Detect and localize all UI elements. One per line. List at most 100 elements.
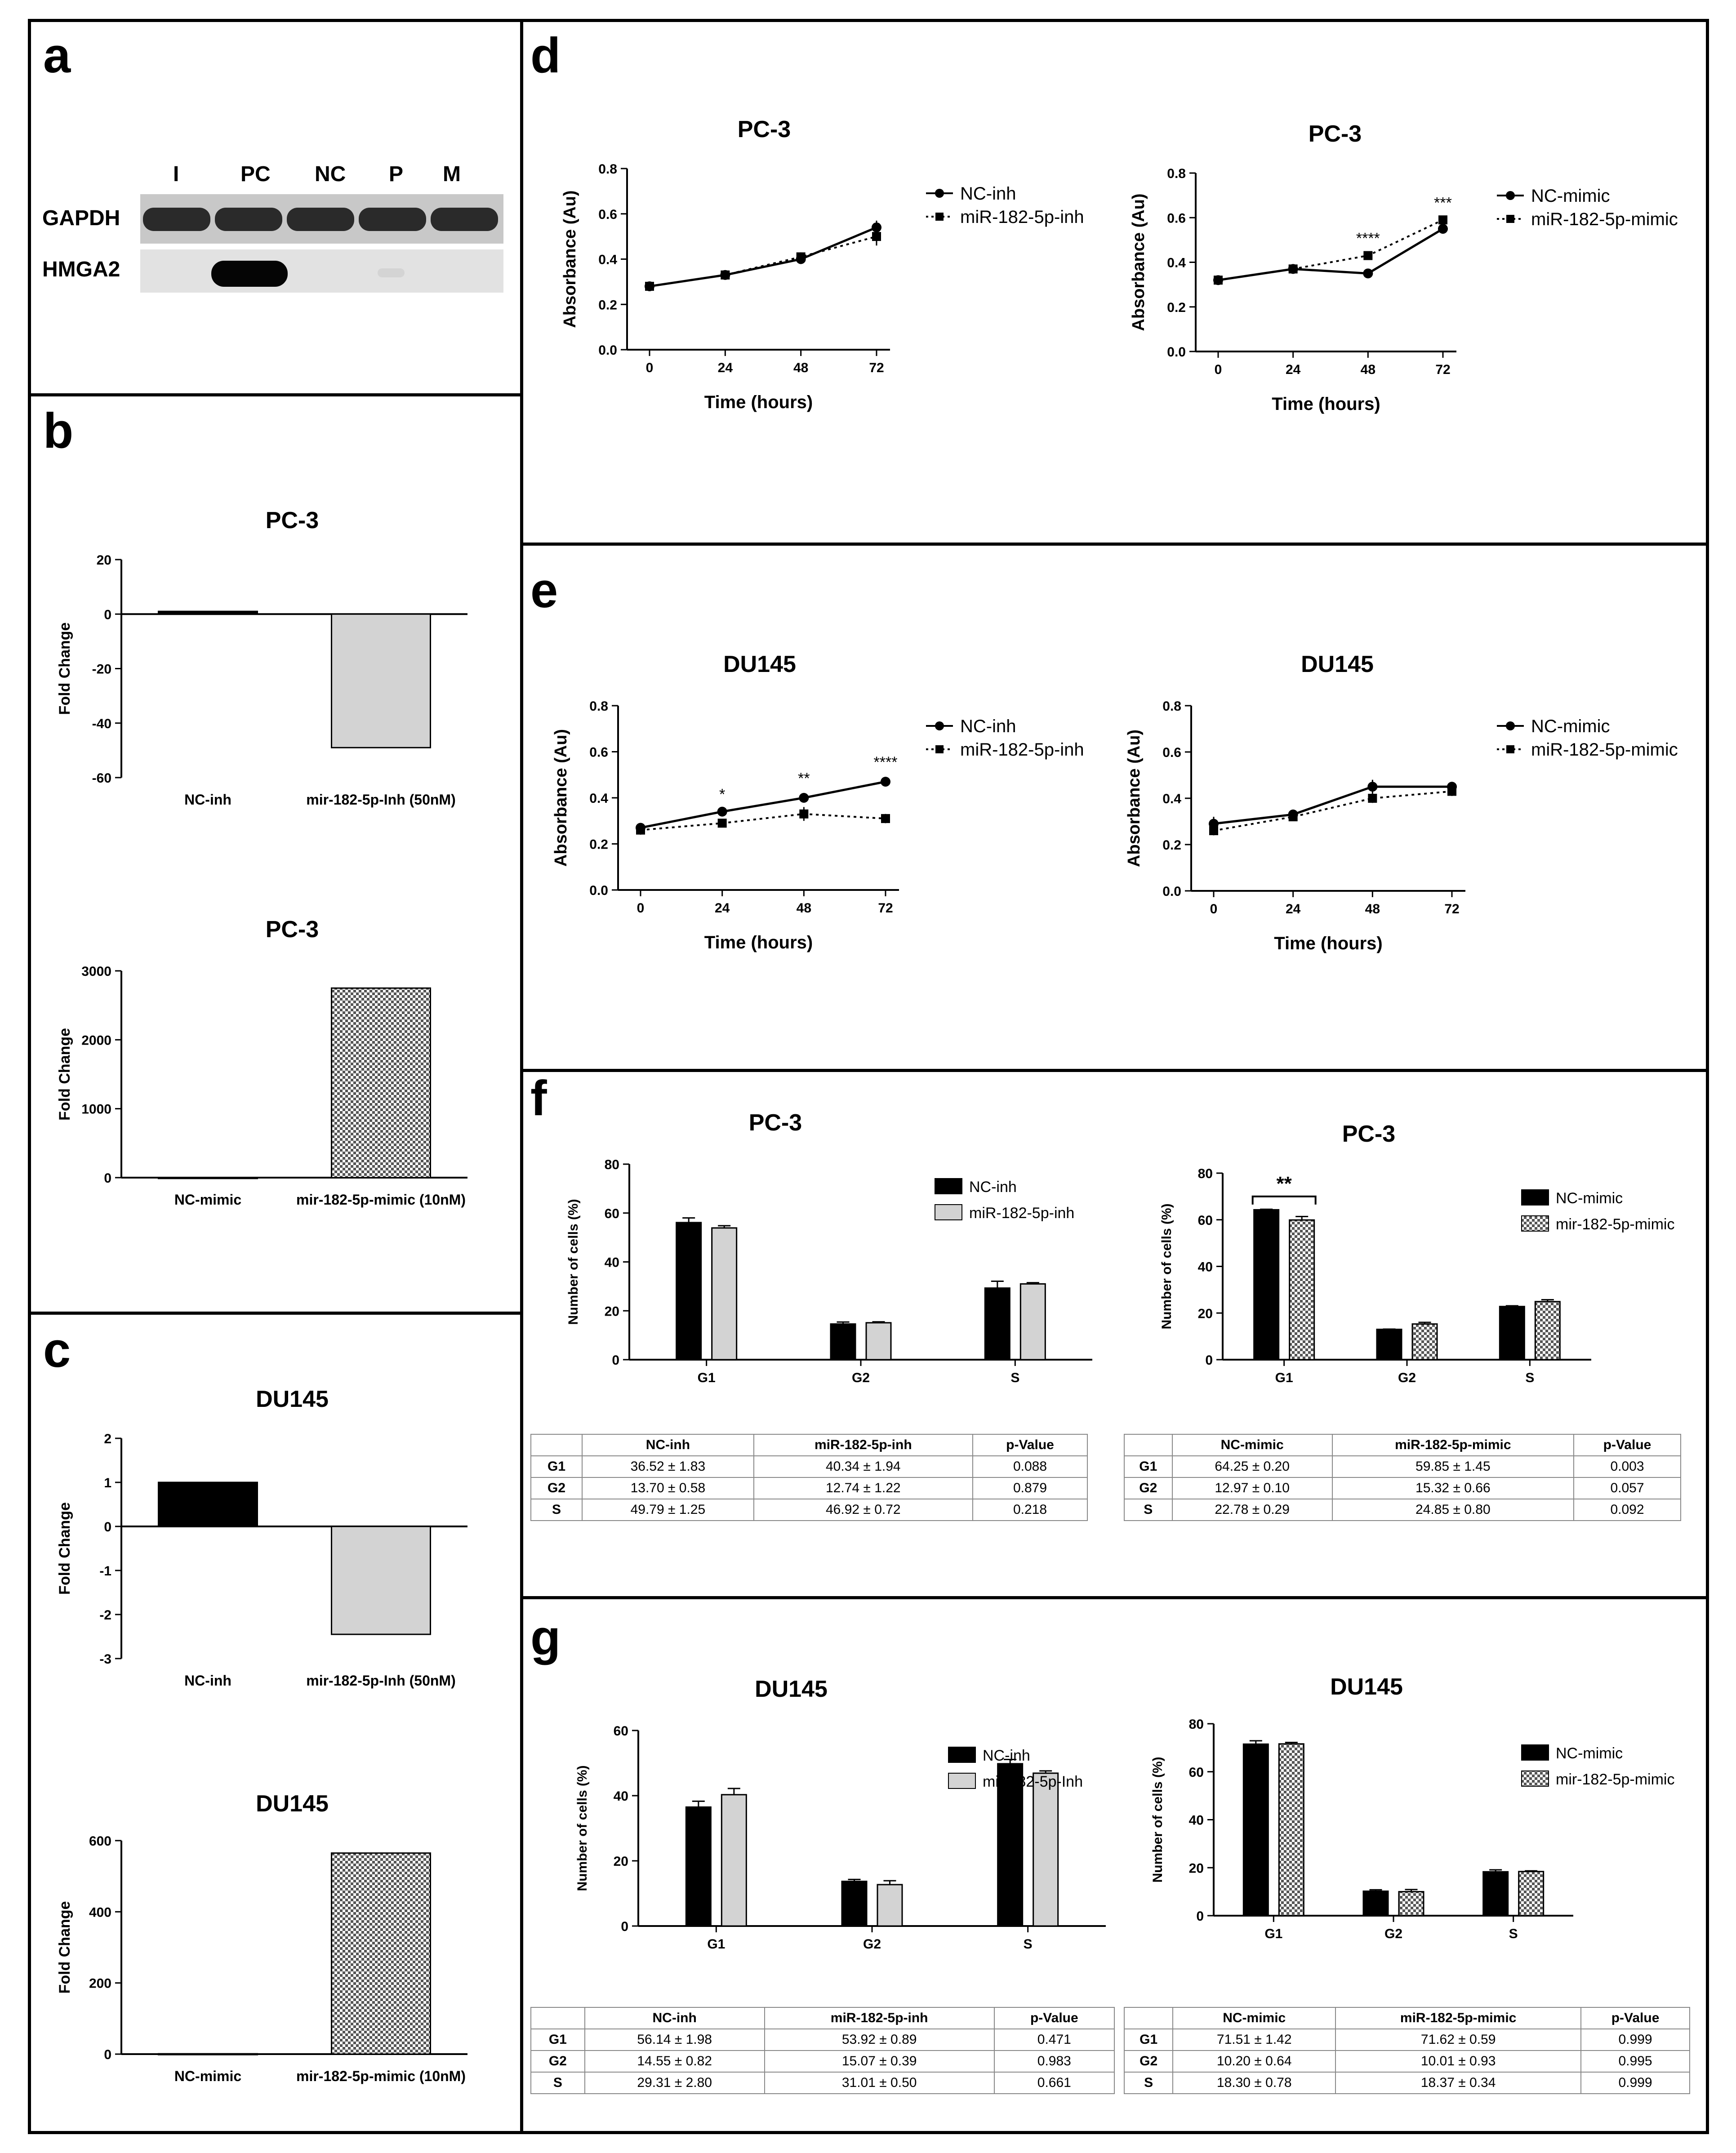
y-tick-label: 3000 — [81, 964, 111, 979]
y-axis-title: Absorbance (Au) — [1125, 730, 1144, 867]
bar — [1398, 1891, 1424, 1917]
data-point — [796, 252, 806, 262]
y-axis-title: Number of cells (%) — [575, 1765, 590, 1891]
table-row: G2 14.55 ± 0.82 15.07 ± 0.39 0.983 — [530, 2050, 1115, 2073]
y-tick-label: 0 — [104, 2047, 111, 2062]
y-tick-label: 20 — [1189, 1861, 1204, 1876]
y-tick-label: 20 — [1198, 1306, 1213, 1321]
data-point — [636, 825, 645, 835]
table-cell: G2 — [530, 1477, 583, 1499]
significance-label: **** — [1356, 230, 1380, 247]
legend-marker — [935, 189, 944, 198]
legend-label: NC-mimic — [1531, 186, 1610, 206]
legend-swatch — [935, 1204, 962, 1220]
chart-title: DU145 — [256, 1791, 329, 1817]
bar — [1411, 1323, 1438, 1361]
table-cell: 0.003 — [1573, 1455, 1682, 1478]
panel-label-f: f — [530, 1071, 547, 1126]
legend-marker — [935, 721, 944, 730]
y-tick-label: -60 — [92, 771, 111, 786]
legend-label: mir-182-5p-mimic — [1556, 1771, 1674, 1788]
gapdh-band-m — [431, 208, 498, 231]
legend-label: NC-inh — [960, 716, 1016, 736]
legend-marker — [1506, 191, 1515, 200]
chart-title: PC-3 — [1309, 121, 1362, 147]
y-tick-label: 0 — [621, 1919, 628, 1934]
legend-marker — [1506, 745, 1514, 753]
data-point — [1214, 276, 1223, 285]
x-tick-label: NC-mimic — [174, 1192, 241, 1208]
table-cell: 0.471 — [993, 2028, 1115, 2051]
x-tick-label: G2 — [1384, 1926, 1402, 1941]
table-cell: 0.995 — [1580, 2050, 1690, 2073]
y-tick-label: 0.4 — [1162, 792, 1181, 806]
legend-marker — [1506, 721, 1515, 730]
table-cell: 0.088 — [972, 1455, 1088, 1478]
table-cell: 0.983 — [993, 2050, 1115, 2073]
data-point — [1438, 215, 1447, 225]
series-line — [640, 813, 886, 831]
table-cell: 0.999 — [1580, 2072, 1690, 2094]
legend-label: mir-182-5p-Inh — [983, 1773, 1083, 1790]
x-tick-label: G2 — [863, 1937, 881, 1952]
table-cell: 13.70 ± 0.58 — [582, 1477, 754, 1499]
bar — [1289, 1219, 1315, 1361]
data-point — [881, 777, 890, 787]
table-cell: 0.999 — [1580, 2028, 1690, 2051]
table-cell: 24.85 ± 0.80 — [1331, 1499, 1574, 1521]
y-tick-label: 60 — [605, 1206, 619, 1221]
y-tick-label: 2000 — [81, 1033, 111, 1048]
x-tick-label: mir-182-5p-mimic (10nM) — [296, 1192, 466, 1208]
x-tick-label: S — [1509, 1926, 1518, 1941]
series-line — [1218, 219, 1443, 281]
y-tick-label: 80 — [1189, 1717, 1204, 1732]
y-tick-label: 80 — [1198, 1166, 1213, 1181]
y-tick-label: 0.0 — [598, 343, 617, 358]
x-tick-label: G2 — [852, 1370, 870, 1385]
table-row: G2 10.20 ± 0.64 10.01 ± 0.93 0.995 — [1123, 2050, 1690, 2073]
table-header-cell: p-Value — [972, 1434, 1088, 1456]
data-point — [881, 814, 890, 823]
table-cell: S — [1124, 1499, 1173, 1521]
table-row: G1 71.51 ± 1.42 71.62 ± 0.59 0.999 — [1123, 2028, 1690, 2051]
table-cell: 71.62 ± 0.59 — [1335, 2028, 1582, 2051]
table-cell: 29.31 ± 2.80 — [584, 2072, 765, 2094]
table-header-cell: p-Value — [1580, 2007, 1690, 2029]
chart-title: PC-3 — [266, 507, 319, 534]
y-tick-label: 0 — [1196, 1909, 1204, 1924]
y-tick-label: 0 — [104, 1520, 111, 1535]
x-tick-label: 72 — [869, 360, 884, 375]
series-line — [1213, 790, 1452, 832]
gapdh-band-p — [359, 208, 426, 231]
bar — [721, 1794, 747, 1927]
table-cell: 46.92 ± 0.72 — [753, 1499, 973, 1521]
row-label-gapdh: GAPDH — [42, 206, 120, 230]
row-label-hmga2: HMGA2 — [42, 258, 120, 281]
x-tick-label: 24 — [1286, 902, 1301, 916]
x-tick-label: 24 — [715, 901, 730, 916]
legend-label: miR-182-5p-inh — [960, 740, 1084, 760]
data-point — [1438, 224, 1448, 234]
y-axis-title: Number of cells (%) — [1150, 1757, 1165, 1882]
table-cell: 12.74 ± 1.22 — [753, 1477, 973, 1499]
x-tick-label: G2 — [1398, 1370, 1416, 1385]
y-tick-label: 0 — [1205, 1353, 1213, 1368]
y-tick-label: -3 — [99, 1652, 111, 1667]
table-header-row: NC-inh miR-182-5p-inh p-Value — [530, 2007, 1115, 2029]
y-tick-label: 0.0 — [589, 883, 608, 898]
significance-label: **** — [874, 754, 898, 771]
x-tick-label: 48 — [1365, 902, 1380, 916]
table-cell: 0.057 — [1573, 1477, 1682, 1499]
bar — [1253, 1209, 1280, 1361]
data-point — [1368, 794, 1377, 803]
table-row: S 22.78 ± 0.29 24.85 ± 0.80 0.092 — [1124, 1499, 1682, 1521]
x-axis-title: Time (hours) — [1274, 934, 1383, 953]
table-row: S 49.79 ± 1.25 46.92 ± 0.72 0.218 — [530, 1499, 1088, 1521]
panel-label-c: c — [43, 1322, 71, 1378]
y-tick-label: 0.2 — [589, 837, 608, 852]
table-cell: S — [530, 2072, 585, 2094]
legend-label: NC-mimic — [1556, 1190, 1623, 1207]
y-tick-label: 0.8 — [598, 162, 617, 177]
table-cell: G2 — [1123, 2050, 1174, 2073]
